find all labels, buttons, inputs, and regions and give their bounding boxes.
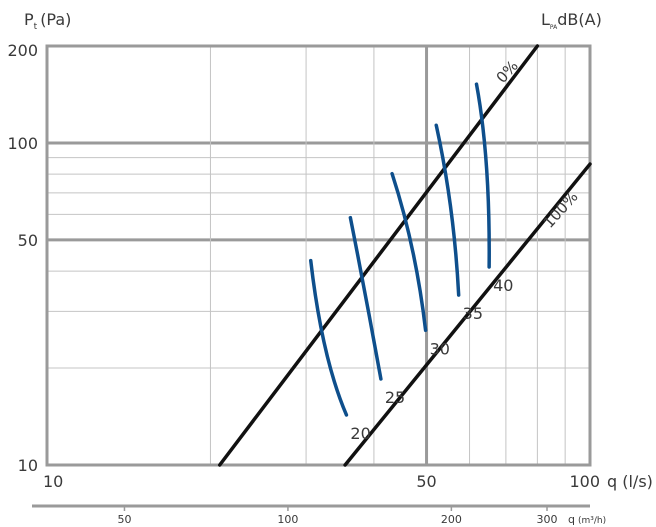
noise-level-label: 35	[463, 304, 483, 323]
noise-level-label: 20	[350, 424, 370, 443]
x-tick-label: 10	[43, 472, 63, 491]
noise-curves: 20 25 30 35 40	[308, 82, 513, 443]
noise-level-label: 30	[430, 339, 450, 358]
secondary-tick-label: 100	[277, 513, 298, 526]
boundary-line	[343, 162, 592, 467]
y-tick-label: 100	[7, 134, 38, 153]
boundary-label: 100%	[540, 188, 582, 232]
y-tick-label: 50	[18, 231, 38, 250]
y-tick-label: 10	[18, 456, 38, 475]
right-axis-label: LPAdB(A)	[541, 10, 602, 31]
noise-level-label: 25	[385, 388, 405, 407]
plot-frame	[45, 44, 592, 467]
x-axis-label: q (l/s)	[607, 472, 653, 491]
y-axis-label: Pt (Pa)	[24, 10, 71, 32]
x-tick-label: 100	[569, 472, 600, 491]
y-tick-label: 200	[7, 41, 38, 60]
boundary-line	[217, 44, 540, 467]
secondary-tick-label: 300	[537, 513, 558, 526]
y-tick-labels: 10 50 100 200	[7, 41, 38, 475]
x-gridlines	[209, 46, 566, 465]
noise-curve	[348, 215, 383, 381]
y-gridlines	[47, 141, 590, 369]
secondary-axis: 50 100 200 300	[32, 504, 590, 526]
secondary-axis-label: q (m³/h)	[568, 513, 606, 526]
noise-curve	[390, 171, 428, 333]
noise-curve	[474, 82, 491, 269]
noise-level-label: 40	[493, 276, 513, 295]
noise-curve	[308, 258, 349, 417]
boundary-label: 0%	[493, 57, 522, 87]
x-tick-labels: 10 50 100	[43, 472, 600, 491]
noise-curve	[434, 123, 461, 297]
x-tick-label: 50	[416, 472, 436, 491]
secondary-tick-label: 200	[441, 513, 462, 526]
secondary-tick-label: 50	[117, 513, 131, 526]
